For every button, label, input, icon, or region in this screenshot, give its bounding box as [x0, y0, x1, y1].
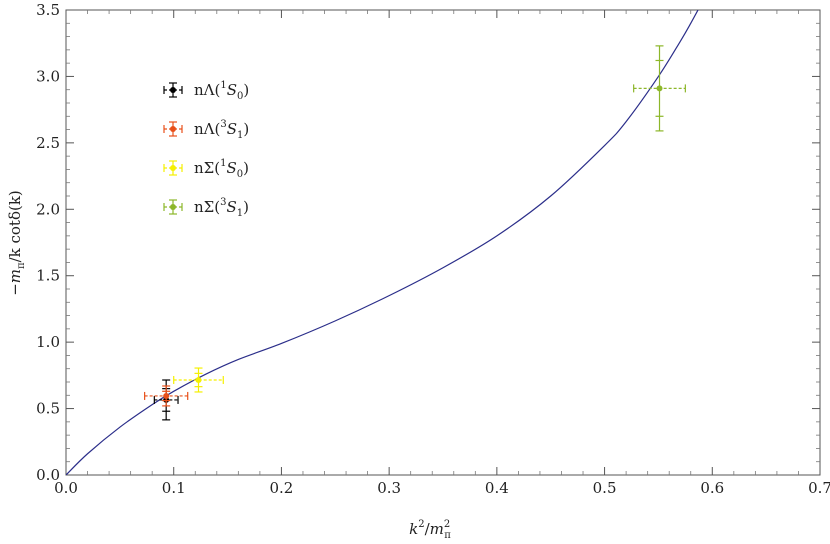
x-axis-title: k2/m2 π: [409, 519, 451, 541]
legend-label: nΣ(1S0): [194, 158, 249, 180]
legend-swatch-marker: [170, 204, 176, 210]
y-tick-label: 3.5: [36, 1, 60, 19]
y-axis-title: −mπ/k cotδ(k): [6, 190, 27, 296]
legend-label: nΣ(3S1): [194, 197, 249, 219]
series-nΣ(3S1): [633, 45, 686, 132]
y-tick-label: 2.5: [36, 134, 60, 152]
series-nΣ(1S0): [173, 367, 224, 393]
legend-item: nΣ(1S0): [163, 158, 249, 180]
series-nΛ(3S1): [144, 385, 189, 407]
x-tick-label: 0.1: [162, 479, 186, 497]
y-tick-label: 1.0: [36, 333, 60, 351]
data-point-marker: [195, 377, 202, 384]
legend-item: nΣ(3S1): [163, 197, 249, 219]
y-tick-label: 1.5: [36, 267, 60, 285]
fit-curve-layer: [66, 10, 699, 475]
x-tick-label: 0.4: [485, 479, 509, 497]
data-points-layer: [144, 45, 686, 421]
legend-swatch-marker: [170, 126, 176, 132]
legend-label: nΛ(3S1): [194, 119, 249, 141]
x-tick-label: 0.7: [808, 479, 830, 497]
x-axis-ticks: 0.0 0.1 0.2 0.3 0.4 0.5 0.6 0.7: [54, 10, 830, 497]
x-tick-label: 0.6: [700, 479, 724, 497]
data-point-marker: [656, 85, 663, 92]
y-tick-label: 0.0: [36, 466, 60, 484]
legend-item: nΛ(3S1): [163, 119, 249, 141]
fit-curve-line: [66, 10, 699, 475]
y-tick-label: 2.0: [36, 200, 60, 218]
plot-frame: [65, 9, 821, 476]
legend-item: nΛ(1S0): [163, 80, 249, 102]
x-tick-label: 0.3: [377, 479, 401, 497]
data-point-marker: [163, 392, 170, 399]
y-tick-label: 0.5: [36, 400, 60, 418]
x-tick-label: 0.5: [593, 479, 617, 497]
x-tick-label: 0.2: [269, 479, 293, 497]
legend-swatch-marker: [170, 165, 176, 171]
legend: nΛ(1S0) nΛ(3S1) nΣ(1S0) nΣ(3S1): [163, 80, 249, 219]
legend-swatch-marker: [170, 87, 176, 93]
x-tick-label: 0.0: [54, 479, 78, 497]
y-tick-label: 3.0: [36, 67, 60, 85]
legend-label: nΛ(1S0): [194, 80, 249, 102]
y-axis-ticks: 0.0 0.5 1.0 1.5 2.0 2.5 3.0 3.5: [36, 1, 820, 484]
